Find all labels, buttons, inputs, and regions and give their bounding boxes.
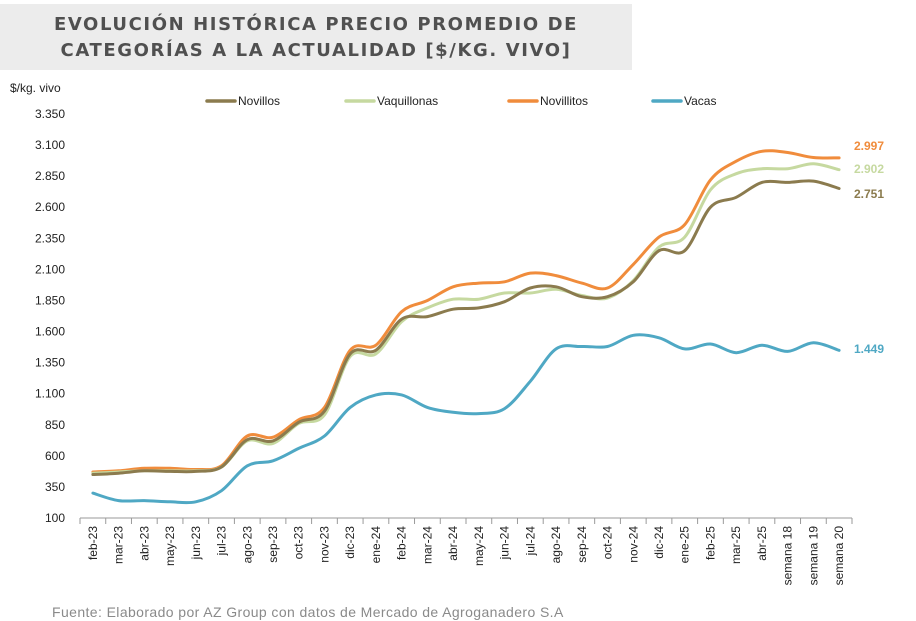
x-tick-label: abr-25 bbox=[755, 526, 769, 561]
x-tick-label: feb-23 bbox=[86, 526, 100, 560]
source-note: Fuente: Elaborado por AZ Group con datos… bbox=[52, 604, 564, 620]
x-tick-label: sep-24 bbox=[575, 526, 589, 563]
y-tick-label: 100 bbox=[45, 511, 65, 525]
x-tick-label: nov-23 bbox=[317, 526, 331, 563]
y-tick-label: 850 bbox=[45, 418, 65, 432]
x-tick-label: dic-23 bbox=[343, 526, 357, 559]
line-chart: $/kg. vivo 3.350 3.100 2.850 2.600 2.350 2.10… bbox=[10, 81, 884, 586]
y-tick-label: 3.100 bbox=[35, 138, 65, 152]
y-tick-label: 2.100 bbox=[35, 262, 65, 276]
x-tick-label: mar-23 bbox=[112, 526, 126, 564]
x-tick-label: jun-24 bbox=[498, 526, 512, 561]
x-tick-label: mar-24 bbox=[420, 526, 434, 564]
x-tick-label: may-24 bbox=[472, 526, 486, 566]
legend-label-novillitos: Novillitos bbox=[540, 94, 588, 108]
chart-title-line-2: CATEGORÍAS A LA ACTUALIDAD [$/KG. VIVO] bbox=[60, 40, 572, 61]
legend-label-novillos: Novillos bbox=[238, 94, 280, 108]
x-tick-label: sep-23 bbox=[266, 526, 280, 563]
x-tick-label: nov-24 bbox=[626, 526, 640, 563]
x-axis: feb-23 mar-23 abr-23 may-23 jun-23 jul-23 ago-… bbox=[79, 517, 853, 586]
x-tick-label: abr-23 bbox=[137, 526, 151, 561]
series-line-novillos bbox=[91, 179, 841, 476]
legend-label-vacas: Vacas bbox=[684, 94, 716, 108]
x-tick-label: jun-23 bbox=[189, 526, 203, 561]
end-label-novillos: 2.751 bbox=[854, 187, 884, 201]
end-label-novillitos: 2.997 bbox=[854, 139, 884, 153]
x-tick-label: may-23 bbox=[163, 526, 177, 566]
x-tick-label: feb-25 bbox=[703, 526, 717, 560]
y-tick-label: 1.350 bbox=[35, 356, 65, 370]
x-tick-label: abr-24 bbox=[446, 526, 460, 561]
legend-label-vaquillonas: Vaquillonas bbox=[377, 94, 438, 108]
x-tick-label: ene-25 bbox=[678, 526, 692, 564]
x-tick-label: semana 19 bbox=[806, 526, 820, 586]
series-line-vacas bbox=[91, 333, 841, 505]
y-axis-label: $/kg. vivo bbox=[10, 81, 61, 95]
y-tick-label: 1.850 bbox=[35, 293, 65, 307]
x-tick-label: semana 18 bbox=[781, 526, 795, 586]
x-tick-label: jul-24 bbox=[523, 526, 537, 557]
y-tick-label: 3.350 bbox=[35, 107, 65, 121]
x-tick-label: oct-23 bbox=[292, 526, 306, 560]
y-tick-label: 350 bbox=[45, 480, 65, 494]
x-tick-label: jul-23 bbox=[215, 526, 229, 557]
y-tick-label: 600 bbox=[45, 449, 65, 463]
x-tick-label: mar-25 bbox=[729, 526, 743, 564]
x-tick-label: oct-24 bbox=[601, 526, 615, 560]
title-box: EVOLUCIÓN HISTÓRICA PRECIO PROMEDIO DE C… bbox=[0, 4, 632, 70]
x-tick-label: ago-24 bbox=[549, 526, 563, 564]
series-line-vaquillonas bbox=[91, 162, 841, 475]
x-tick-label: ago-23 bbox=[240, 526, 254, 564]
y-tick-label: 1.100 bbox=[35, 387, 65, 401]
series-lines bbox=[91, 149, 841, 505]
y-tick-label: 2.600 bbox=[35, 200, 65, 214]
end-label-vacas: 1.449 bbox=[854, 342, 884, 356]
y-axis: 3.350 3.100 2.850 2.600 2.350 2.100 1.850 1.600… bbox=[35, 107, 65, 525]
x-tick-label: ene-24 bbox=[369, 526, 383, 564]
x-tick-label: semana 20 bbox=[832, 526, 846, 586]
chart-title-line-1: EVOLUCIÓN HISTÓRICA PRECIO PROMEDIO DE bbox=[53, 14, 579, 35]
end-label-vaquillonas: 2.902 bbox=[854, 162, 884, 176]
y-tick-label: 2.350 bbox=[35, 231, 65, 245]
legend: Novillos Vaquillonas Novillitos Vacas bbox=[205, 94, 716, 108]
x-tick-label: feb-24 bbox=[395, 526, 409, 560]
y-tick-label: 1.600 bbox=[35, 325, 65, 339]
y-tick-label: 2.850 bbox=[35, 169, 65, 183]
x-tick-label: dic-24 bbox=[652, 526, 666, 559]
end-labels: 2.751 2.902 2.997 1.449 bbox=[854, 139, 884, 356]
